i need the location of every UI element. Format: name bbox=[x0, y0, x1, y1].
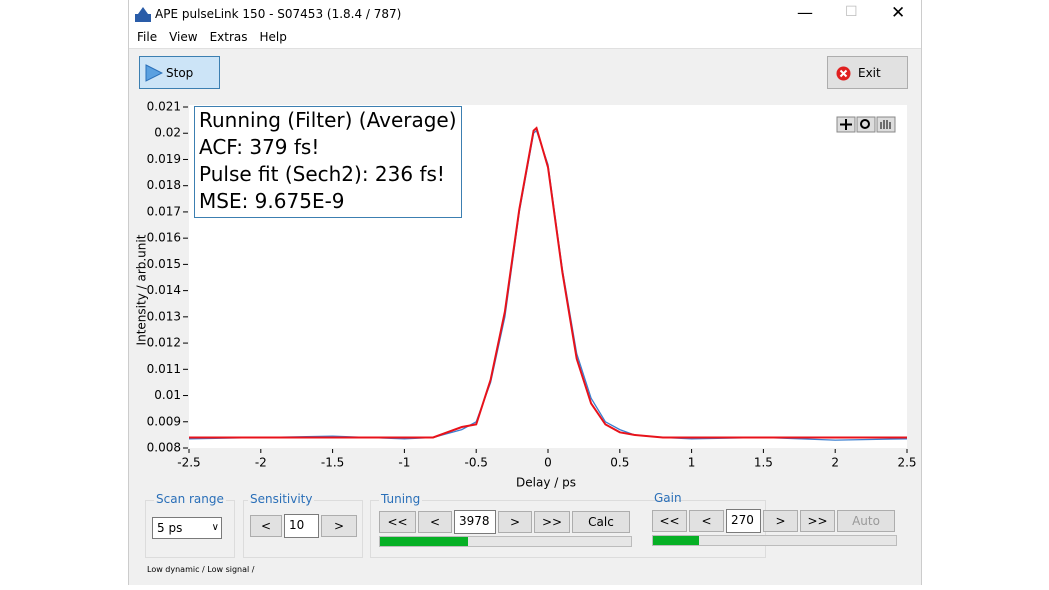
x-tick-label: -1.5 bbox=[321, 456, 344, 470]
menu-bar: File View Extras Help bbox=[129, 28, 921, 49]
x-tick-label: 2.5 bbox=[897, 456, 916, 470]
x-tick-label: 1 bbox=[688, 456, 696, 470]
y-tick-label: 0.012 bbox=[147, 336, 181, 350]
app-window: APE pulseLink 150 - S07453 (1.8.4 / 787)… bbox=[128, 0, 922, 585]
group-label: Scan range bbox=[154, 492, 226, 506]
maximize[interactable]: ☐ bbox=[845, 4, 858, 20]
y-axis-label: Intensity / arb.unit bbox=[135, 234, 149, 345]
x-tick-label: -1 bbox=[398, 456, 410, 470]
x-tick-label: 1.5 bbox=[754, 456, 773, 470]
group-label: Gain bbox=[654, 491, 682, 505]
group-label: Sensitivity bbox=[248, 492, 315, 506]
gain-button[interactable]: < bbox=[689, 510, 724, 532]
y-tick-label: 0.019 bbox=[147, 152, 181, 166]
plot-tools bbox=[836, 116, 896, 133]
y-tick-label: 0.02 bbox=[154, 126, 181, 140]
x-axis-label: Delay / ps bbox=[516, 476, 576, 490]
scan-range-group: Scan range 5 ps ∨ bbox=[145, 492, 235, 558]
gain-button[interactable]: << bbox=[652, 510, 687, 532]
tuning-button[interactable]: << bbox=[379, 511, 416, 533]
sensitivity-dec[interactable]: < bbox=[250, 515, 282, 537]
exit-icon bbox=[836, 66, 851, 81]
app-icon bbox=[135, 7, 151, 22]
tuning-button[interactable]: >> bbox=[534, 511, 570, 533]
progress-fill bbox=[380, 537, 468, 546]
progress-fill bbox=[653, 536, 700, 545]
title-bar: APE pulseLink 150 - S07453 (1.8.4 / 787)… bbox=[129, 0, 921, 28]
info-box: Running (Filter) (Average) ACF: 379 fs! … bbox=[194, 106, 462, 218]
tuning-progress bbox=[379, 536, 632, 547]
sensitivity-group: Sensitivity < 10 > bbox=[243, 492, 363, 558]
menu-item[interactable]: Extras bbox=[209, 30, 248, 44]
dropdown-arrow: ∨ bbox=[211, 522, 219, 533]
y-tick-label: 0.011 bbox=[147, 362, 181, 376]
exit-label: Exit bbox=[858, 66, 881, 80]
y-tick-label: 0.009 bbox=[147, 414, 181, 428]
x-tick-label: 0 bbox=[544, 456, 552, 470]
exit-button[interactable]: Exit bbox=[827, 56, 908, 89]
sensitivity-inc[interactable]: > bbox=[321, 515, 357, 537]
info-line: Running (Filter) (Average) bbox=[199, 108, 457, 132]
gain-field[interactable]: 270 bbox=[726, 509, 761, 533]
minimize[interactable]: — bbox=[797, 3, 813, 22]
x-tick-label: -0.5 bbox=[464, 456, 487, 470]
x-tick-label: -2 bbox=[255, 456, 267, 470]
menu-item[interactable]: Help bbox=[259, 30, 287, 44]
gain-progress bbox=[652, 535, 897, 546]
y-tick-label: 0.016 bbox=[147, 231, 181, 245]
y-tick-label: 0.015 bbox=[147, 257, 181, 271]
menu-item[interactable]: File bbox=[137, 30, 158, 44]
select-value: 5 ps bbox=[157, 521, 183, 535]
gain-button[interactable]: > bbox=[763, 510, 798, 532]
calc-button[interactable]: Calc bbox=[572, 511, 630, 533]
stop-label: Stop bbox=[166, 66, 194, 80]
y-tick-label: 0.01 bbox=[154, 388, 181, 402]
info-line: Pulse fit (Sech2): 236 fs! bbox=[199, 162, 445, 186]
y-tick-label: 0.014 bbox=[147, 283, 181, 297]
info-line: MSE: 9.675E-9 bbox=[199, 189, 345, 213]
close[interactable]: ✕ bbox=[891, 3, 906, 23]
x-tick-label: -2.5 bbox=[177, 456, 200, 470]
stop-icon bbox=[145, 64, 163, 82]
scan-range-select[interactable]: 5 ps ∨ bbox=[152, 517, 222, 539]
gain-button[interactable]: >> bbox=[800, 510, 835, 532]
y-tick-label: 0.017 bbox=[147, 204, 181, 218]
tuning-field[interactable]: 3978 bbox=[454, 510, 496, 534]
menu-item[interactable]: View bbox=[169, 30, 198, 44]
y-tick-label: 0.018 bbox=[147, 178, 181, 192]
tuning-button[interactable]: < bbox=[418, 511, 452, 533]
y-tick-label: 0.013 bbox=[147, 309, 181, 323]
group-label: Tuning bbox=[379, 492, 423, 506]
status-text: Low dynamic / Low signal / bbox=[147, 565, 255, 574]
window-title: APE pulseLink 150 - S07453 (1.8.4 / 787) bbox=[155, 7, 402, 21]
gain-group: Gain << < 270 > >> Auto bbox=[642, 491, 910, 558]
sensitivity-field[interactable]: 10 bbox=[284, 514, 319, 538]
info-line: ACF: 379 fs! bbox=[199, 135, 320, 159]
x-tick-label: 0.5 bbox=[610, 456, 629, 470]
y-tick-label: 0.008 bbox=[147, 441, 181, 455]
stop-button[interactable]: Stop bbox=[139, 56, 220, 89]
auto-button[interactable]: Auto bbox=[837, 510, 895, 532]
x-tick-label: 2 bbox=[831, 456, 839, 470]
y-tick-label: 0.021 bbox=[147, 100, 181, 114]
tuning-button[interactable]: > bbox=[498, 511, 532, 533]
series-line bbox=[189, 126, 907, 439]
pan-tool[interactable] bbox=[876, 116, 896, 133]
